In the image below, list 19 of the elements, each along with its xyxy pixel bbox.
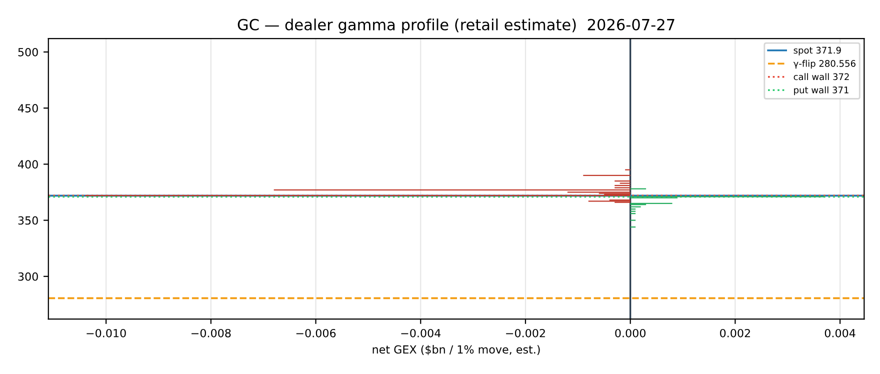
y-tick-label: 450 [18, 104, 38, 112]
x-tick-label: 0.002 [720, 328, 750, 338]
legend-label: call wall 372 [794, 73, 849, 80]
x-axis-title: net GEX ($bn / 1% move, est.) [372, 345, 540, 356]
x-tick-label: −0.008 [192, 328, 231, 338]
x-tick-label: −0.004 [401, 328, 441, 338]
y-tick-label: 500 [18, 48, 38, 56]
legend-label: γ-flip 280.556 [793, 60, 856, 69]
x-tick-label: −0.006 [296, 328, 336, 338]
chart-title: GC — dealer gamma profile (retail estimate) 2026-07-27 [238, 18, 674, 34]
y-tick-label: 350 [18, 216, 38, 225]
x-tick-label: 0.000 [615, 328, 646, 338]
x-tick-label: 0.004 [824, 328, 856, 338]
y-tick-label: 300 [18, 272, 38, 281]
legend-label: spot 371.9 [794, 46, 841, 56]
y-tick-label: 400 [18, 160, 38, 169]
x-tick-label: −0.010 [86, 328, 126, 338]
legend-label: put wall 371 [794, 86, 848, 96]
x-tick-label: −0.002 [506, 328, 545, 338]
